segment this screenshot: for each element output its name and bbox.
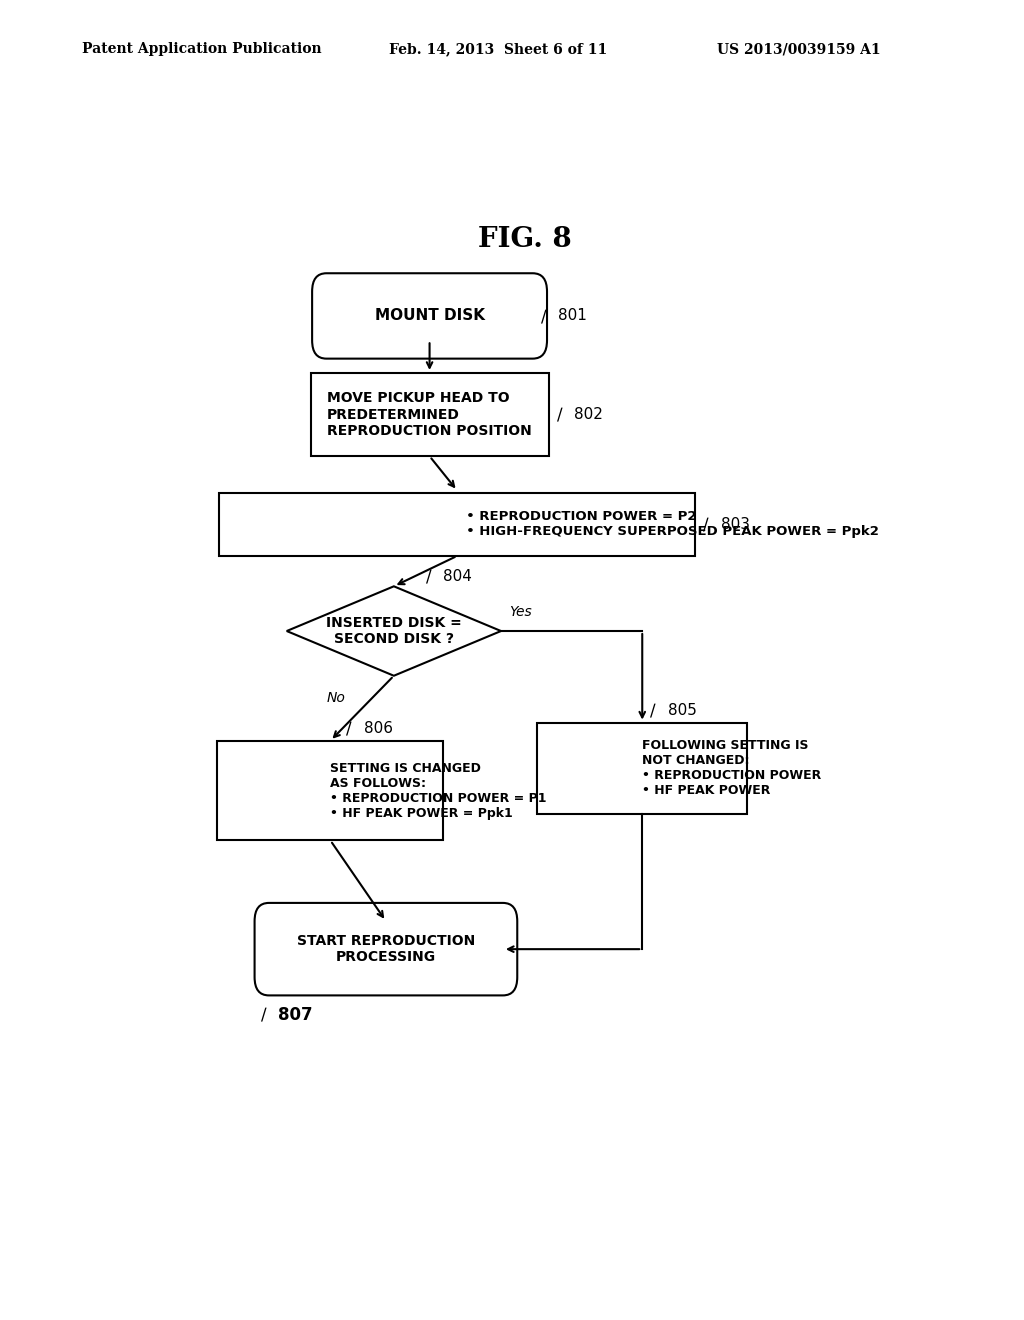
Text: MOUNT DISK: MOUNT DISK <box>375 309 484 323</box>
Text: ∕: ∕ <box>346 719 352 738</box>
Bar <box>217 741 443 841</box>
Text: Patent Application Publication: Patent Application Publication <box>82 42 322 57</box>
Text: INSERTED DISK =
SECOND DISK ?: INSERTED DISK = SECOND DISK ? <box>326 616 462 645</box>
FancyBboxPatch shape <box>255 903 517 995</box>
Text: 802: 802 <box>574 407 603 422</box>
Text: ∕: ∕ <box>426 568 431 585</box>
Text: 805: 805 <box>668 702 696 718</box>
Text: FOLLOWING SETTING IS
NOT CHANGED:
• REPRODUCTION POWER
• HF PEAK POWER: FOLLOWING SETTING IS NOT CHANGED: • REPR… <box>642 739 821 797</box>
Text: 804: 804 <box>443 569 472 583</box>
Polygon shape <box>287 586 501 676</box>
Text: FIG. 8: FIG. 8 <box>478 226 571 253</box>
Text: ∕: ∕ <box>261 1006 266 1023</box>
Bar <box>310 372 549 457</box>
Text: ∕: ∕ <box>541 308 546 325</box>
Text: ∕: ∕ <box>703 515 709 533</box>
Text: START REPRODUCTION
PROCESSING: START REPRODUCTION PROCESSING <box>297 935 475 964</box>
Text: Feb. 14, 2013  Sheet 6 of 11: Feb. 14, 2013 Sheet 6 of 11 <box>389 42 607 57</box>
Text: 806: 806 <box>364 721 392 737</box>
Text: No: No <box>327 690 345 705</box>
Text: 801: 801 <box>558 309 587 323</box>
FancyBboxPatch shape <box>312 273 547 359</box>
Bar <box>219 492 695 556</box>
Bar <box>538 722 748 814</box>
Text: US 2013/0039159 A1: US 2013/0039159 A1 <box>717 42 881 57</box>
Text: ∕: ∕ <box>557 405 562 424</box>
Text: • REPRODUCTION POWER = P2
  • HIGH-FREQUENCY SUPERPOSED PEAK POWER = Ppk2: • REPRODUCTION POWER = P2 • HIGH-FREQUEN… <box>458 511 880 539</box>
Text: 807: 807 <box>279 1006 313 1023</box>
Text: MOVE PICKUP HEAD TO
PREDETERMINED
REPRODUCTION POSITION: MOVE PICKUP HEAD TO PREDETERMINED REPROD… <box>328 391 531 438</box>
Text: 803: 803 <box>721 517 750 532</box>
Text: SETTING IS CHANGED
AS FOLLOWS:
• REPRODUCTION POWER = P1
• HF PEAK POWER = Ppk1: SETTING IS CHANGED AS FOLLOWS: • REPRODU… <box>331 762 547 820</box>
Text: Yes: Yes <box>509 605 531 619</box>
Text: ∕: ∕ <box>650 701 655 719</box>
